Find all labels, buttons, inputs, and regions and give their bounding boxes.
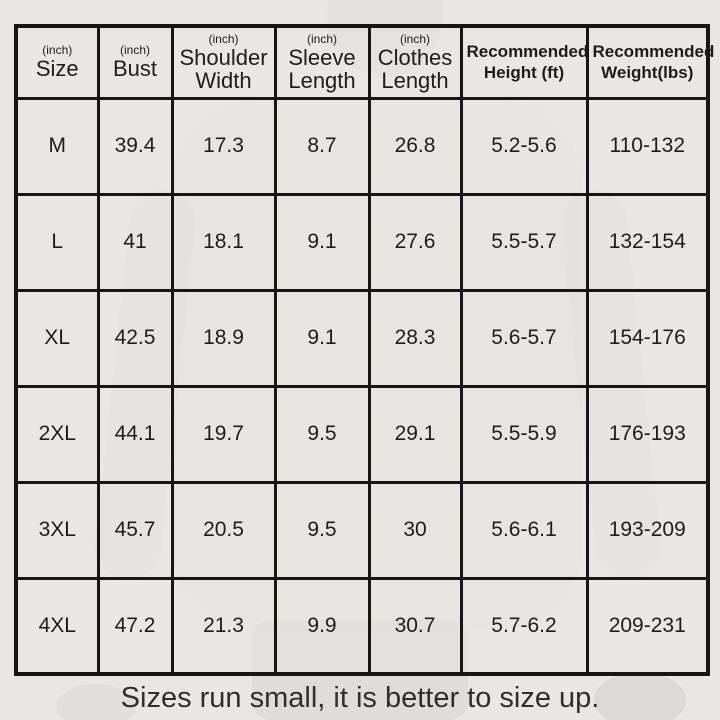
column-unit-label: (inch) <box>42 43 73 58</box>
measurement-value-cell: 41 <box>96 192 174 292</box>
measurement-value-cell: 5.6-5.7 <box>459 288 589 388</box>
column-unit-label: (inch) <box>119 43 150 58</box>
size-label-cell: XL <box>14 288 100 388</box>
measurement-value-cell: 9.1 <box>273 192 371 292</box>
measurement-value-cell: 19.7 <box>170 384 277 484</box>
column-header-bust: (inch) Bust <box>96 24 174 100</box>
measurement-value-cell: 5.2-5.6 <box>459 96 589 196</box>
measurement-value-cell: 193-209 <box>585 480 710 580</box>
column-unit-label: (inch) <box>208 31 239 46</box>
measurement-value-cell: 28.3 <box>367 288 463 388</box>
size-label-cell: M <box>14 96 100 196</box>
size-label-cell: 4XL <box>14 576 100 676</box>
measurement-value-cell: 110-132 <box>585 96 710 196</box>
measurement-value-cell: 209-231 <box>585 576 710 676</box>
size-label-cell: L <box>14 192 100 292</box>
measurement-value-cell: 42.5 <box>96 288 174 388</box>
column-header-clothes-length: (inch) Clothes Length <box>367 24 463 100</box>
measurement-value-cell: 44.1 <box>96 384 174 484</box>
measurement-value-cell: 9.1 <box>273 288 371 388</box>
size-note-caption: Sizes run small, it is better to size up… <box>120 682 600 714</box>
table-row-size-3xl: 3XL 45.7 20.5 9.5 30 5.6-6.1 193-209 <box>14 480 710 580</box>
measurement-value-cell: 9.5 <box>273 384 371 484</box>
measurement-value-cell: 5.5-5.9 <box>459 384 589 484</box>
table-row-size-m: M 39.4 17.3 8.7 26.8 5.2-5.6 110-132 <box>14 96 710 196</box>
measurement-value-cell: 45.7 <box>96 480 174 580</box>
measurement-value-cell: 30.7 <box>367 576 463 676</box>
column-label: Recommended Weight(lbs) <box>592 42 715 83</box>
measurement-value-cell: 30 <box>367 480 463 580</box>
column-label: Shoulder Width <box>179 44 268 93</box>
table-row-size-xl: XL 42.5 18.9 9.1 28.3 5.6-5.7 154-176 <box>14 288 710 388</box>
measurement-value-cell: 154-176 <box>585 288 710 388</box>
measurement-value-cell: 20.5 <box>170 480 277 580</box>
size-chart-body: M 39.4 17.3 8.7 26.8 5.2-5.6 110-132 L 41 18.1 9.1… <box>14 96 710 676</box>
measurement-value-cell: 132-154 <box>585 192 710 292</box>
table-row-size-l: L 41 18.1 9.1 27.6 5.5-5.7 132-154 <box>14 192 710 292</box>
measurement-value-cell: 9.5 <box>273 480 371 580</box>
column-header-recommended-weight-lbs: Recommended Weight(lbs) <box>585 24 715 100</box>
measurement-value-cell: 18.1 <box>170 192 277 292</box>
column-label: Bust <box>112 56 158 82</box>
size-label-cell: 2XL <box>14 384 100 484</box>
column-header-shoulder-width: (inch) Shoulder Width <box>170 24 277 100</box>
column-header-size: (inch) Size <box>14 24 100 100</box>
measurement-value-cell: 176-193 <box>585 384 710 484</box>
column-label: Recommended Height (ft) <box>466 42 589 83</box>
size-label-cell: 3XL <box>14 480 100 580</box>
column-label: Size <box>35 56 79 82</box>
table-row-size-4xl: 4XL 47.2 21.3 9.9 30.7 5.7-6.2 209-231 <box>14 576 710 676</box>
size-chart-header-row: (inch) Size (inch) Bust (inch) Shoulder Width… <box>14 24 715 100</box>
column-header-sleeve-length: (inch) Sleeve Length <box>273 24 371 100</box>
measurement-value-cell: 8.7 <box>273 96 371 196</box>
column-unit-label: (inch) <box>399 31 430 46</box>
measurement-value-cell: 17.3 <box>170 96 277 196</box>
measurement-value-cell: 29.1 <box>367 384 463 484</box>
measurement-value-cell: 21.3 <box>170 576 277 676</box>
measurement-value-cell: 27.6 <box>367 192 463 292</box>
column-label: Clothes Length <box>377 44 453 93</box>
column-header-recommended-height-ft: Recommended Height (ft) <box>459 24 589 100</box>
measurement-value-cell: 26.8 <box>367 96 463 196</box>
measurement-value-cell: 47.2 <box>96 576 174 676</box>
size-chart-table: (inch) Size (inch) Bust (inch) Shoulder Width… <box>14 24 715 676</box>
measurement-value-cell: 5.7-6.2 <box>459 576 589 676</box>
column-unit-label: (inch) <box>306 31 337 46</box>
measurement-value-cell: 18.9 <box>170 288 277 388</box>
measurement-value-cell: 9.9 <box>273 576 371 676</box>
measurement-value-cell: 5.5-5.7 <box>459 192 589 292</box>
measurement-value-cell: 5.6-6.1 <box>459 480 589 580</box>
measurement-value-cell: 39.4 <box>96 96 174 196</box>
column-label: Sleeve Length <box>288 44 356 93</box>
table-row-size-2xl: 2XL 44.1 19.7 9.5 29.1 5.5-5.9 176-193 <box>14 384 710 484</box>
